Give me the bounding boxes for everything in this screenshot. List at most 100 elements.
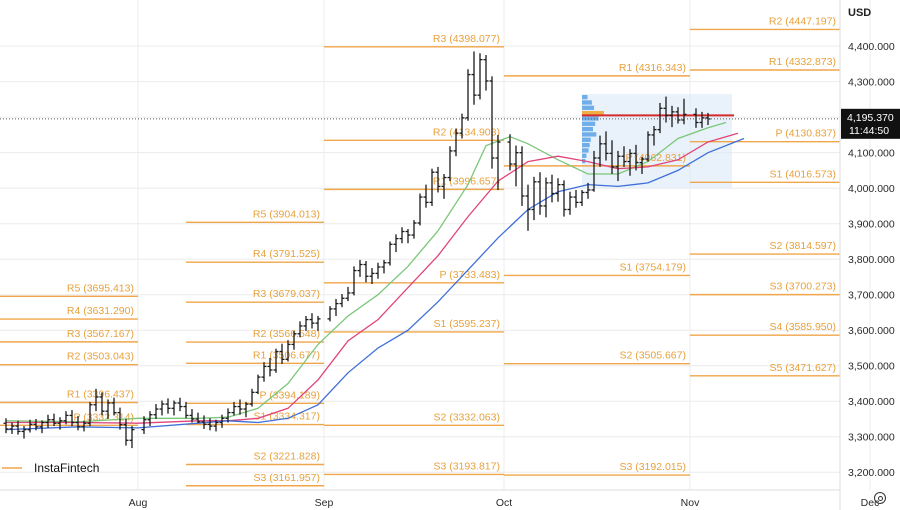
ohlc-bar: [633, 144, 639, 171]
ohlc-bar: [507, 134, 513, 171]
volume-profile-row: [582, 137, 591, 142]
ohlc-bar: [195, 412, 201, 424]
ohlc-bar: [363, 260, 369, 283]
volume-profile-row: [582, 116, 599, 121]
ohlc-bar: [75, 416, 81, 431]
ohlc-bar: [99, 392, 105, 416]
ohlc-bar: [183, 401, 189, 419]
moving-average-line: [5, 121, 727, 423]
pivot-label: R3 (3679.037): [253, 288, 320, 300]
ohlc-bar: [33, 418, 39, 431]
pivot-label: R4 (3631.290): [67, 305, 134, 317]
pivot-label: S1 (4016.573): [769, 168, 836, 180]
ohlc-bar: [381, 259, 387, 274]
ohlc-bar: [279, 343, 285, 364]
ohlc-bar: [573, 189, 579, 208]
ohlc-bar: [639, 156, 645, 174]
pivot-label: R5 (3695.413): [67, 282, 134, 294]
ohlc-bar: [177, 397, 183, 412]
y-tick-label: 4,300.000: [848, 77, 895, 89]
ohlc-bar: [699, 111, 705, 128]
ohlc-bar: [483, 55, 489, 91]
ohlc-bar: [555, 178, 561, 202]
pivot-label: S5 (3471.627): [769, 362, 836, 374]
volume-profile-row: [582, 153, 587, 158]
ohlc-bar: [351, 266, 357, 296]
ohlc-bar: [597, 135, 603, 167]
ohlc-bar: [399, 227, 405, 244]
y-tick-label: 4,000.000: [848, 183, 895, 195]
ohlc-bar: [489, 76, 495, 169]
y-tick-label: 4,400.000: [848, 41, 895, 53]
ohlc-bar: [645, 131, 651, 162]
ohlc-bar: [159, 400, 165, 416]
ohlc-bar: [375, 262, 381, 279]
ohlc-bar: [69, 410, 75, 427]
ohlc-bar: [477, 53, 483, 100]
y-tick-label: 3,900.000: [848, 219, 895, 231]
ohlc-bar: [3, 418, 9, 434]
ohlc-bar: [627, 149, 633, 176]
pivot-label: S3 (3700.273): [769, 281, 836, 293]
ohlc-bar: [291, 330, 297, 350]
ohlc-bar: [255, 374, 261, 395]
pivot-label: S3 (3193.817): [433, 460, 500, 472]
gear-icon[interactable]: [874, 492, 886, 504]
ohlc-bar: [531, 176, 537, 221]
ohlc-bar: [453, 128, 459, 157]
ohlc-bar: [147, 411, 153, 427]
ohlc-bar: [201, 415, 207, 429]
ohlc-bar: [591, 150, 597, 192]
pivot-label: R2 (4447.197): [769, 15, 836, 27]
ohlc-bar: [165, 398, 171, 414]
x-tick-label: Nov: [681, 497, 700, 509]
ohlc-bar: [423, 184, 429, 208]
pivot-label: R4 (3791.525): [253, 248, 320, 260]
pivot-levels: R5 (3695.413) R4 (3631.290) R3 (3567.167) R…: [0, 15, 840, 487]
axis-unit-label: USD: [848, 7, 871, 19]
y-tick-label: 3,300.000: [848, 432, 895, 444]
ohlc-bar: [417, 193, 423, 226]
ohlc-bar: [621, 146, 627, 167]
ohlc-bar: [603, 131, 609, 161]
x-tick-label: Oct: [496, 497, 512, 509]
volume-profile-row: [582, 132, 597, 137]
y-tick-label: 3,600.000: [848, 325, 895, 337]
y-tick-label: 4,100.000: [848, 148, 895, 160]
ohlc-bar: [537, 172, 543, 215]
pivot-label: S4 (3585.950): [769, 321, 836, 333]
ohlc-bar: [27, 419, 33, 433]
ohlc-bar: [111, 397, 117, 416]
volume-profile-row: [582, 121, 596, 126]
ohlc-bar: [693, 108, 699, 128]
ohlc-bar: [495, 134, 501, 190]
pivot-label: P (3332.314): [73, 411, 134, 423]
ohlc-bar: [345, 286, 351, 302]
ohlc-bar: [615, 150, 621, 182]
ohlc-bar: [237, 399, 243, 415]
ohlc-bar: [519, 146, 525, 206]
ohlc-bar: [669, 105, 675, 128]
pivot-label: R1 (4316.343): [619, 62, 686, 74]
pivot-label: S2 (3221.828): [253, 450, 320, 462]
pivot-label: R2 (3566.548): [253, 328, 320, 340]
ohlc-bar: [225, 408, 231, 423]
ohlc-bar: [231, 401, 237, 416]
ohlc-bar: [129, 426, 135, 449]
y-tick-label: 3,500.000: [848, 361, 895, 373]
ohlc-bar: [63, 411, 69, 425]
pivot-label: S1 (3334.317): [253, 411, 320, 423]
ohlc-bar: [285, 340, 291, 362]
ohlc-bar: [261, 362, 267, 382]
ohlc-bar: [219, 414, 225, 428]
ohlc-bar: [45, 414, 51, 428]
ohlc-bar: [105, 399, 111, 419]
ohlc-bar: [207, 418, 213, 431]
ohlc-bar: [609, 140, 615, 174]
ohlc-bar: [459, 113, 465, 139]
moving-average-line: [6, 132, 739, 424]
ohlc-bar: [303, 316, 309, 331]
ohlc-bar: [681, 98, 687, 125]
